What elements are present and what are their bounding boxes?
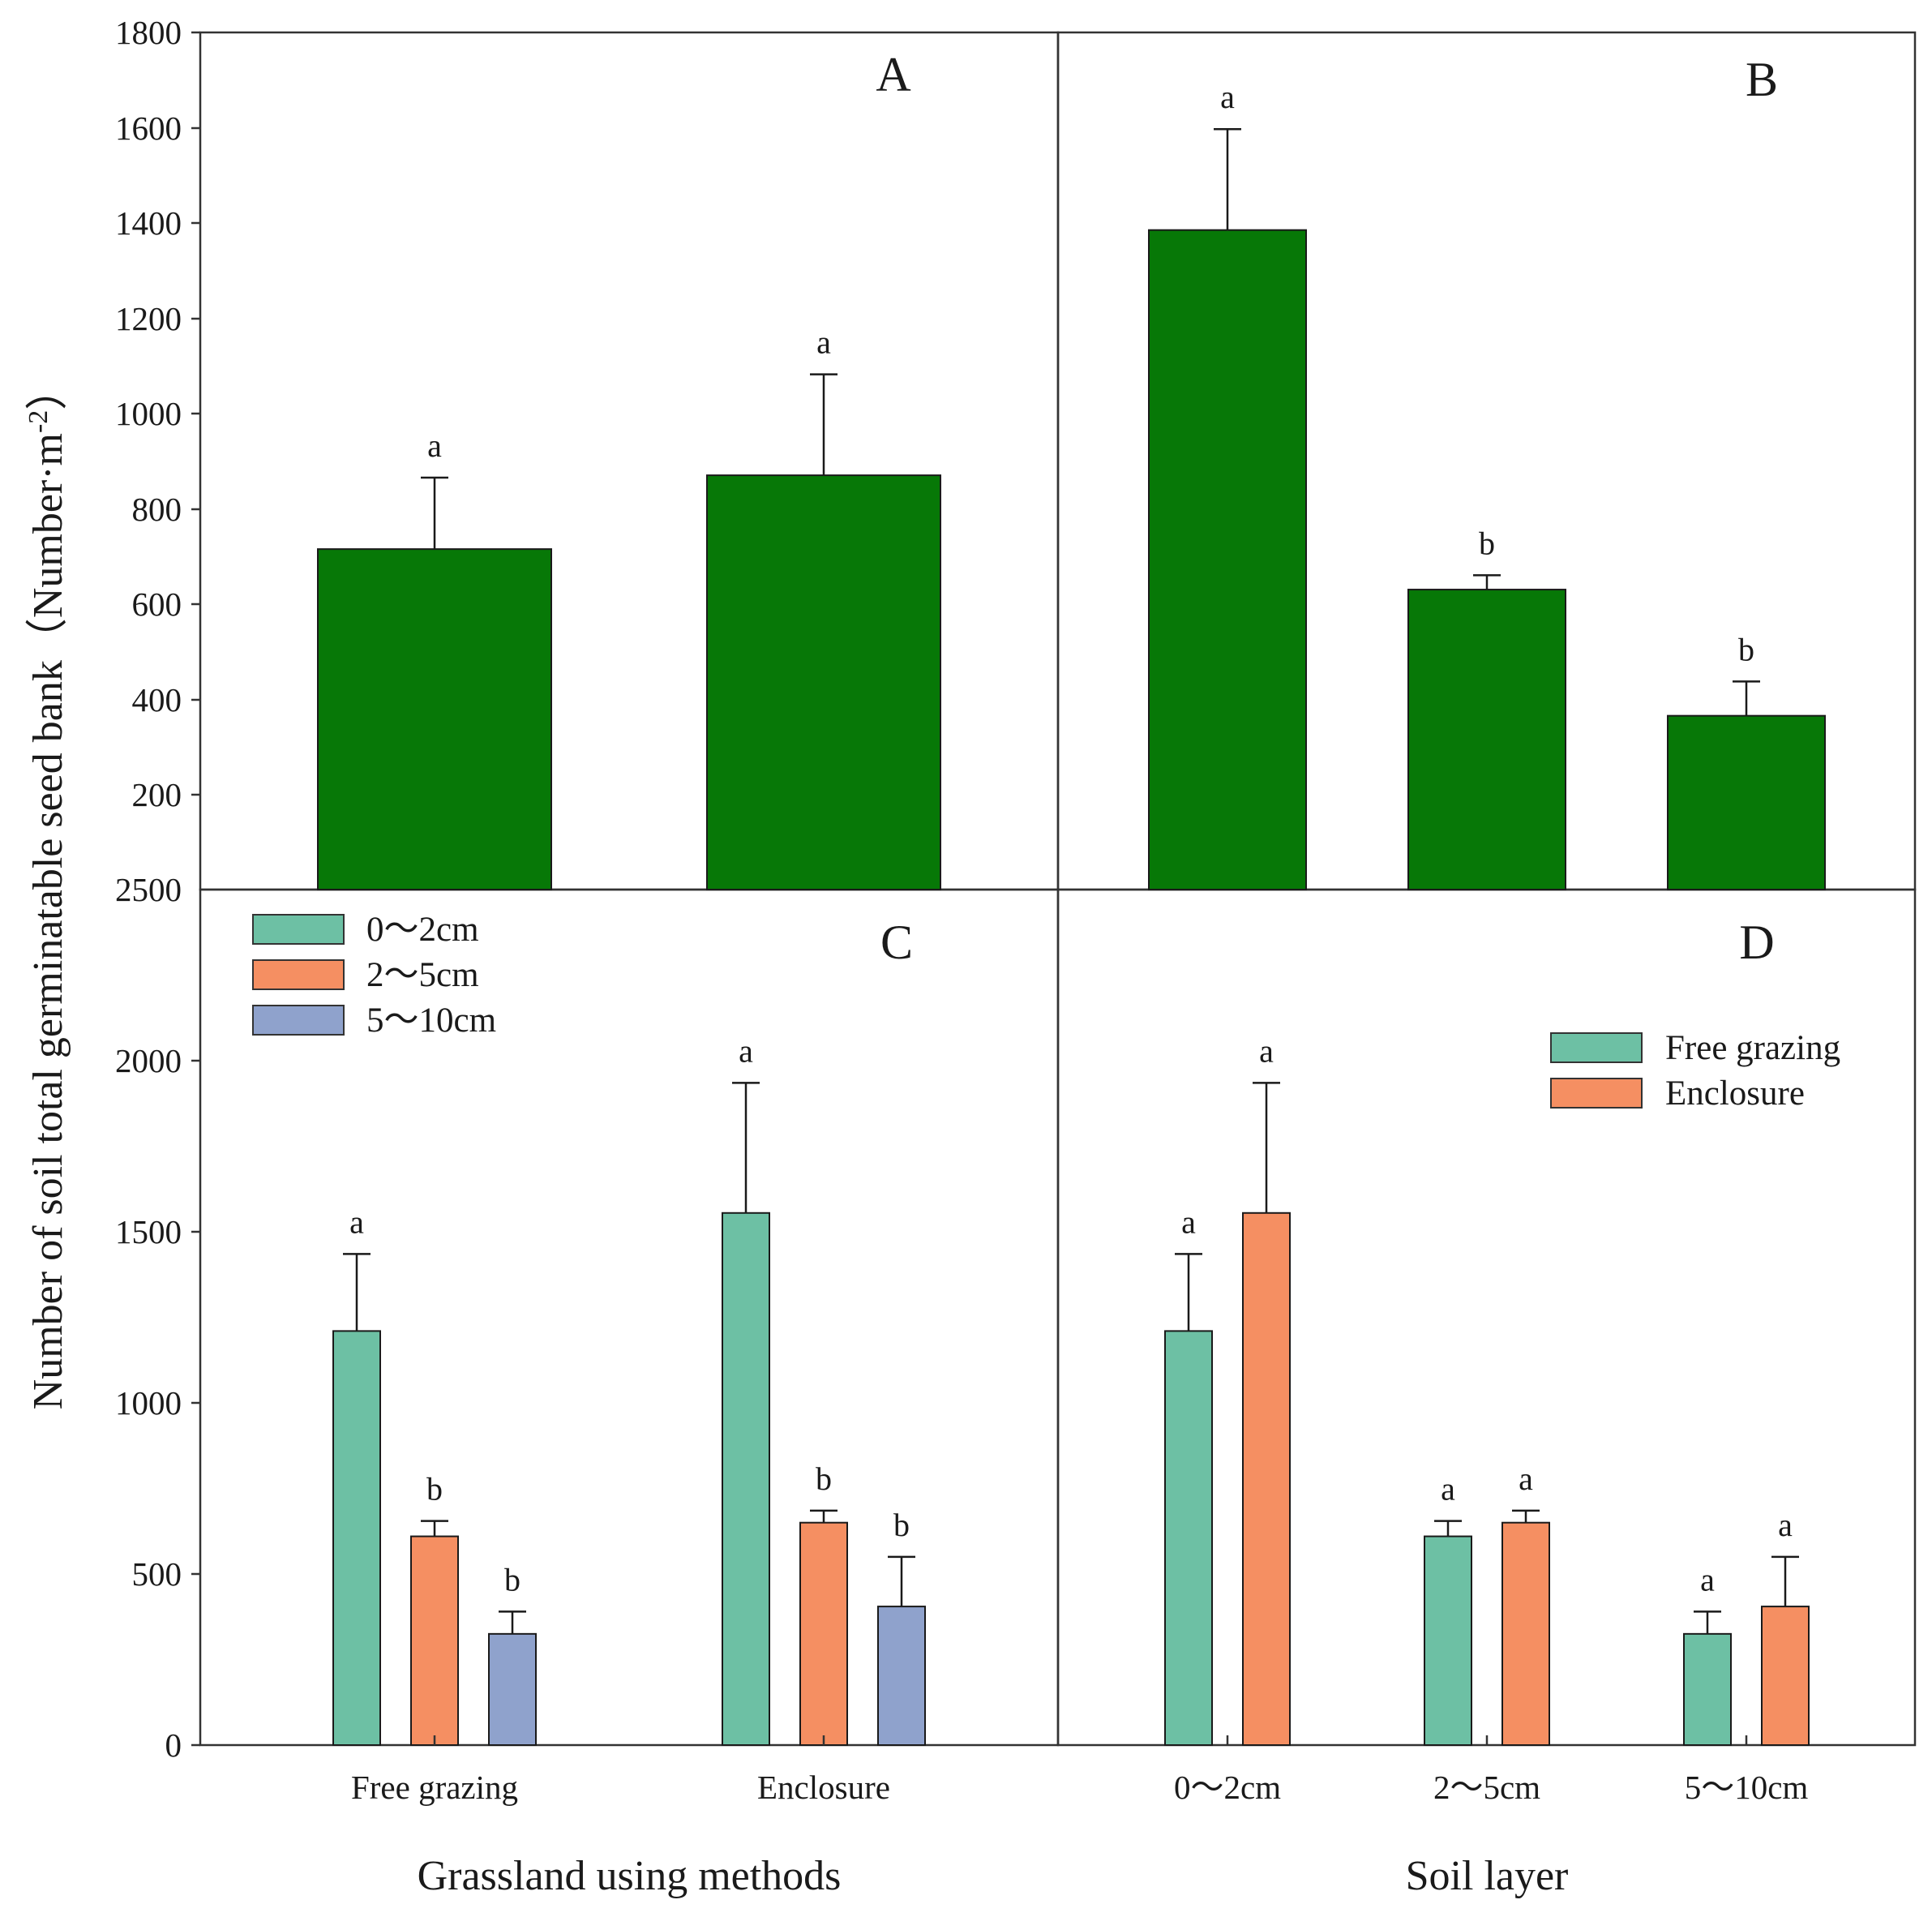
legend-c-label-5-10cm: 5～10cm [366, 1001, 496, 1040]
x-category-0-2cm: 0～2cm [1174, 1769, 1281, 1806]
panel-b-bars: a b b [1148, 79, 1826, 891]
tick-label-bottom-0: 0 [165, 1726, 182, 1764]
panel-d-s1-c2-significance-label: a [1778, 1507, 1793, 1543]
panel-a-1-bar [706, 474, 941, 890]
tick-label-top-600: 600 [132, 585, 182, 623]
x-axis-title-right: Soil layer [1406, 1853, 1569, 1899]
tick-label-top-1000: 1000 [115, 395, 182, 432]
legend-c-swatch-0-2cm [252, 914, 345, 945]
panel-b-1-bar [1407, 589, 1566, 890]
panel-c-s1-c0-bar [410, 1535, 459, 1746]
panel-c-s2-c0-bar [488, 1632, 537, 1746]
panel-d-s0-c0-significance-label: a [1181, 1203, 1196, 1240]
legend-c-label-0-2cm: 0～2cm [366, 911, 479, 949]
panel-c-s2-c0-significance-label: b [504, 1561, 520, 1598]
x-category-5-10cm: 5～10cm [1685, 1769, 1809, 1806]
panel-b-2-significance-label: b [1738, 631, 1754, 667]
panel-a-1-significance-label: a [816, 324, 831, 361]
panel-c-bars: a a b b b b [332, 1032, 926, 1747]
panel-d-s1-c2-bar [1761, 1606, 1810, 1746]
panel-b-0-significance-label: a [1220, 79, 1235, 115]
panel-d-s1-c0-bar [1242, 1212, 1291, 1747]
x-category-free-grazing: Free grazing [351, 1769, 518, 1806]
panel-d-s1-c1-significance-label: a [1519, 1460, 1533, 1497]
panel-b-2-bar [1667, 714, 1826, 890]
legend-c-label-2-5cm: 2～5cm [366, 956, 479, 994]
legend-d-swatch-enclosure [1550, 1078, 1643, 1109]
legend-d-label-free-grazing: Free grazing [1665, 1029, 1840, 1067]
legend-d-label-enclosure: Enclosure [1665, 1074, 1805, 1113]
tick-label-top-800: 800 [132, 491, 182, 528]
panel-d-s0-c1-bar [1424, 1535, 1472, 1746]
legend-d-swatch-free-grazing [1550, 1032, 1643, 1063]
panel-a-0-significance-label: a [427, 427, 442, 464]
tick-label-top-1400: 1400 [115, 204, 182, 242]
tick-label-top-1200: 1200 [115, 300, 182, 337]
panel-b-letter: B [1746, 53, 1778, 106]
tick-label-bottom-1000: 1000 [115, 1384, 182, 1422]
x-category-2-5cm: 2～5cm [1433, 1769, 1540, 1806]
panel-b-1-significance-label: b [1479, 525, 1495, 561]
tick-label-top-400: 400 [132, 681, 182, 718]
panel-a-bars: aa [317, 324, 941, 890]
y-axis-title-main: Number of soil total germinatable seed b… [25, 433, 71, 1409]
tick-label-top-1600: 1600 [115, 109, 182, 147]
panel-a-0-bar [317, 548, 552, 890]
tick-label-top-1800: 1800 [115, 14, 182, 51]
bottom-y-tick-marks [191, 1059, 200, 1747]
panel-d-s1-c0-significance-label: a [1259, 1032, 1274, 1069]
panel-d-s0-c0-bar [1164, 1330, 1213, 1746]
panel-c-s1-c1-significance-label: b [816, 1460, 832, 1497]
panel-c-s0-c0-bar [332, 1330, 381, 1746]
panel-d-s0-c1-significance-label: a [1441, 1471, 1455, 1507]
legend-c-swatch-2-5cm [252, 959, 345, 990]
legend-panel-d: Free grazing Enclosure [1550, 1029, 1840, 1113]
x-category-tick-marks [433, 1735, 1748, 1745]
panel-c-s2-c1-significance-label: b [893, 1507, 910, 1543]
y-axis-title-sup: -2 [24, 410, 54, 433]
panel-c-s1-c1-bar [799, 1521, 848, 1746]
tick-label-top-200: 200 [132, 776, 182, 813]
panel-d-s0-c2-bar [1683, 1632, 1732, 1746]
panel-a-letter: A [876, 48, 910, 101]
panel-c-s0-c1-bar [722, 1212, 770, 1747]
legend-c-swatch-5-10cm [252, 1005, 345, 1036]
tick-label-bottom-2500: 2500 [115, 871, 182, 908]
panel-c-s0-c1-significance-label: a [739, 1032, 753, 1069]
tick-label-bottom-1500: 1500 [115, 1213, 182, 1250]
panel-c-s2-c1-bar [877, 1606, 926, 1746]
panel-c-s0-c0-significance-label: a [349, 1203, 364, 1240]
tick-label-bottom-2000: 2000 [115, 1042, 182, 1079]
panel-d-bars: a a a a a a [1164, 1032, 1810, 1747]
top-y-ticks: 200 400 600 800 1000 1200 1400 1600 1800 [115, 14, 182, 813]
x-category-enclosure: Enclosure [757, 1769, 890, 1806]
panel-d-s0-c2-significance-label: a [1700, 1561, 1715, 1598]
panel-d-s1-c1-bar [1501, 1521, 1550, 1746]
x-axis-title-left: Grassland using methods [418, 1853, 842, 1899]
panel-b-0-bar [1148, 229, 1307, 891]
panel-c-letter: C [880, 916, 913, 969]
panel-d-letter: D [1739, 916, 1774, 969]
y-axis-title: Number of soil total germinatable seed b… [24, 368, 71, 1410]
legend-panel-c: 0～2cm 2～5cm 5～10cm [252, 911, 496, 1040]
tick-label-bottom-500: 500 [132, 1555, 182, 1593]
top-y-tick-marks [191, 31, 200, 796]
bottom-y-ticks: 0 500 1000 1500 2000 2500 [115, 871, 182, 1764]
panel-c-s1-c0-significance-label: b [426, 1471, 443, 1507]
y-axis-title-end: ） [25, 368, 71, 410]
